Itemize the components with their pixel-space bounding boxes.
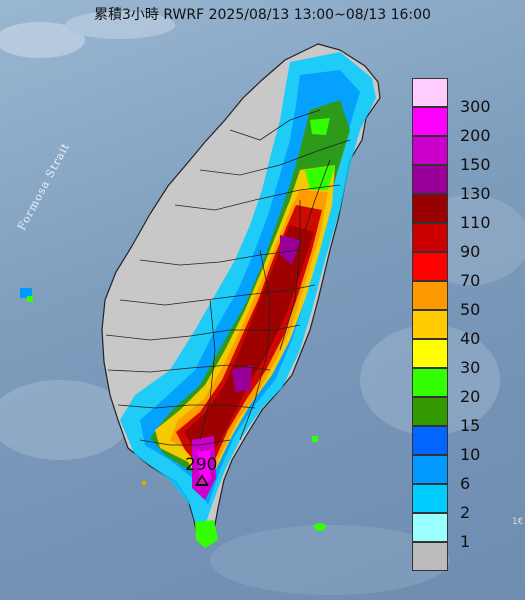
legend-swatch [412,455,448,484]
rainfall-overlay [120,52,376,548]
legend-label: 15 [460,416,481,435]
legend-swatch [412,339,448,368]
legend-label: 30 [460,358,481,377]
legend-label: 150 [460,155,491,174]
map-title: 累積3小時 RWRF 2025/08/13 13:00~08/13 16:00 [94,7,431,23]
legend-swatch [412,281,448,310]
legend-swatch [412,484,448,513]
legend-swatch [412,223,448,252]
legend-swatch [412,368,448,397]
legend-swatch [412,252,448,281]
legend-label: 200 [460,126,491,145]
boundary-lines [105,109,351,446]
legend-swatch [412,426,448,455]
legend-label: 20 [460,387,481,406]
legend-label: 10 [460,445,481,464]
legend-label: 2 [460,503,471,522]
rainfall-legend: 300 200 150 130 110 90 70 50 40 30 20 15 10 6 2 1 [412,78,504,571]
legend-swatch [412,165,448,194]
legend-label: 70 [460,271,481,290]
legend-label: 300 [460,97,491,116]
legend-swatch [412,136,448,165]
peak-triangle-icon [195,474,209,486]
legend-label: 130 [460,184,491,203]
legend-swatch [412,542,448,571]
legend-swatch [412,107,448,136]
legend-label: 50 [460,300,481,319]
legend-swatch [412,397,448,426]
legend-label: 110 [460,213,491,232]
peak-value-label: 290 [185,455,218,475]
legend-label: 90 [460,242,481,261]
legend-swatch [412,194,448,223]
legend-swatch [412,513,448,542]
edge-label: 1€ [512,517,524,527]
legend-swatch [412,310,448,339]
legend-label: 6 [460,474,471,493]
legend-swatch [412,78,448,107]
offshore-islands [20,288,326,531]
legend-label: 40 [460,329,481,348]
legend-label: 1 [460,532,471,551]
